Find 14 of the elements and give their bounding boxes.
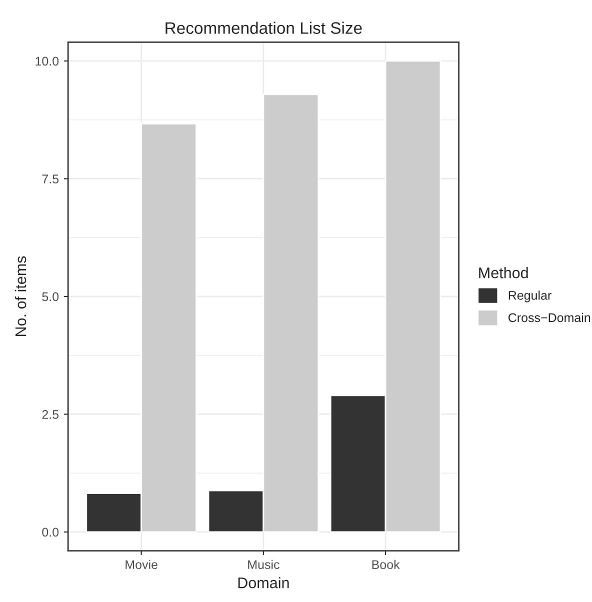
x-tick-label: Book (372, 560, 400, 570)
y-tick-label: 5.0 (42, 292, 59, 302)
y-tick-label: 7.5 (42, 174, 59, 184)
y-tick-label: 2.5 (42, 410, 59, 419)
chart-title: Recommendation List Size (166, 22, 362, 34)
y-axis-title: No. of items (14, 256, 26, 336)
x-tick-label: Music (248, 560, 280, 570)
y-tick-label: 10.0 (36, 56, 59, 66)
legend-label: Cross−Domain (508, 312, 590, 322)
x-tick-label: Movie (126, 560, 158, 570)
x-axis-title: Domain (238, 577, 289, 588)
y-tick-label: 0.0 (42, 528, 59, 537)
legend-title: Method (479, 267, 528, 278)
legend-label: Regular (508, 290, 552, 302)
